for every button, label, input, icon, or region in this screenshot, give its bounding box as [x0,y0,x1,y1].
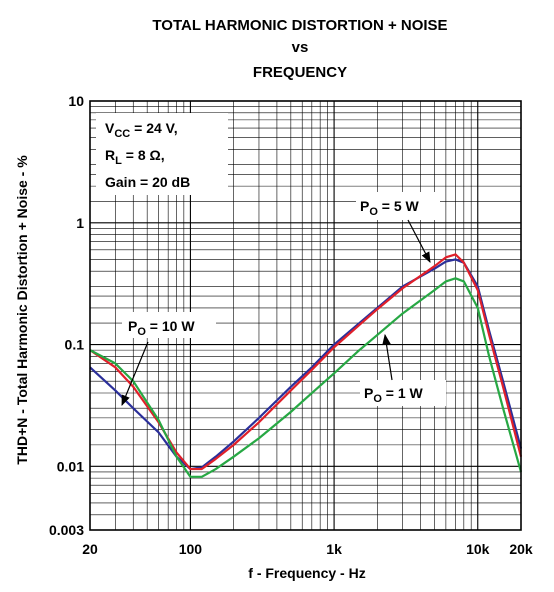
y-tick-label: 1 [76,215,84,231]
annotation-1w-background [360,380,446,406]
annotation-10w-main: P [128,318,137,334]
annotation-1w: PO = 1 W [364,385,424,405]
y-tick-labels: 10 1 0.1 0.01 0.003 [49,93,84,538]
annotation-1w-rest: = 1 W [382,385,424,401]
x-tick-labels: 20 100 1k 10k 20k [82,541,533,557]
x-tick-label: 10k [466,541,490,557]
plot-frame [89,100,522,531]
annotation-10w-rest: = 10 W [146,318,195,334]
condition-gain-main: Gain = 20 dB [105,174,190,190]
condition-vcc: VCC = 24 V, [105,120,178,140]
plot-border [89,100,522,531]
condition-vcc-rest: = 24 V, [130,120,177,136]
annotation-5w-main: P [360,198,369,214]
y-tick-label: 0.1 [65,337,85,353]
condition-gain: Gain = 20 dB [105,174,190,190]
x-tick-label: 1k [326,541,342,557]
condition-rl-main: R [105,147,115,163]
condition-vcc-main: V [105,120,115,136]
annotation-5w-rest: = 5 W [378,198,420,214]
annotation-5w-arrow [407,219,431,263]
x-tick-label: 20 [82,541,98,557]
annotation-1w-sub: O [373,393,382,405]
series-lines [89,253,523,478]
series-line-5w [89,253,523,471]
annotation-10w-arrow [121,341,149,406]
x-tick-label: 20k [509,541,533,557]
annotation-1w-arrow [382,333,393,381]
annotation-5w: PO = 5 W [360,198,420,218]
title-line-1: TOTAL HARMONIC DISTORTION + NOISE [152,17,447,34]
title-line-2: vs [292,39,309,56]
annotation-10w: PO = 10 W [128,318,195,338]
y-tick-label: 10 [68,93,84,109]
y-tick-label: 0.003 [49,522,84,538]
condition-rl: RL = 8 Ω, [105,147,165,167]
annotation-10w-background [122,312,216,338]
annotation-5w-sub: O [369,206,378,218]
series-annotations: PO = 10 WPO = 5 WPO = 1 W [121,192,446,406]
series-line-10w [89,258,523,471]
x-axis-label: f - Frequency - Hz [248,565,365,581]
condition-rl-rest: = 8 Ω, [122,147,165,163]
conditions-box: VCC = 24 V, RL = 8 Ω, Gain = 20 dB [96,113,228,195]
annotation-1w-main: P [364,385,373,401]
annotation-10w-sub: O [137,326,146,338]
conditions-background [96,113,228,195]
condition-vcc-sub: CC [114,128,130,140]
condition-rl-sub: L [115,155,122,167]
y-axis-label: THD+N - Total Harmonic Distortion + Nois… [14,155,30,465]
x-tick-label: 100 [179,541,203,557]
title-line-3: FREQUENCY [253,64,347,81]
chart-title: TOTAL HARMONIC DISTORTION + NOISE vs FRE… [152,17,447,81]
y-tick-label: 0.01 [57,458,84,474]
annotation-5w-background [356,192,440,220]
series-line-1w [89,277,523,478]
